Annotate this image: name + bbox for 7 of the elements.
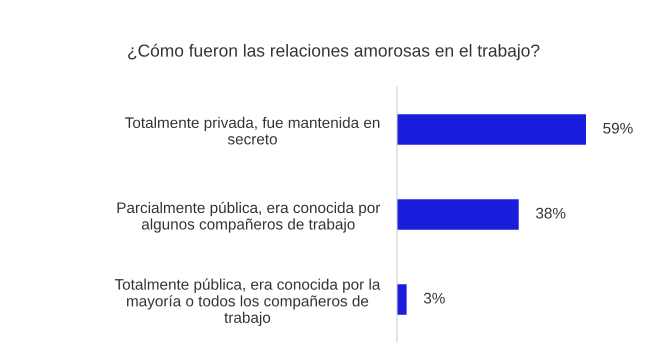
- y-tick-label: Totalmente pública, era conocida por la mayoría o todos los compañeros de trabajo: [114, 278, 380, 326]
- data-label: 3%: [424, 292, 445, 304]
- data-label: 38%: [536, 208, 566, 219]
- y-tick-label: Totalmente privada, fue mantenida en secreto: [125, 116, 380, 145]
- y-tick-label: Parcialmente pública, era conocida por algunos compañeros de trabajo: [117, 202, 380, 233]
- data-label: 59%: [603, 122, 633, 134]
- chart-title: ¿Cómo fueron las relaciones amorosas en el trabajo?: [128, 44, 540, 60]
